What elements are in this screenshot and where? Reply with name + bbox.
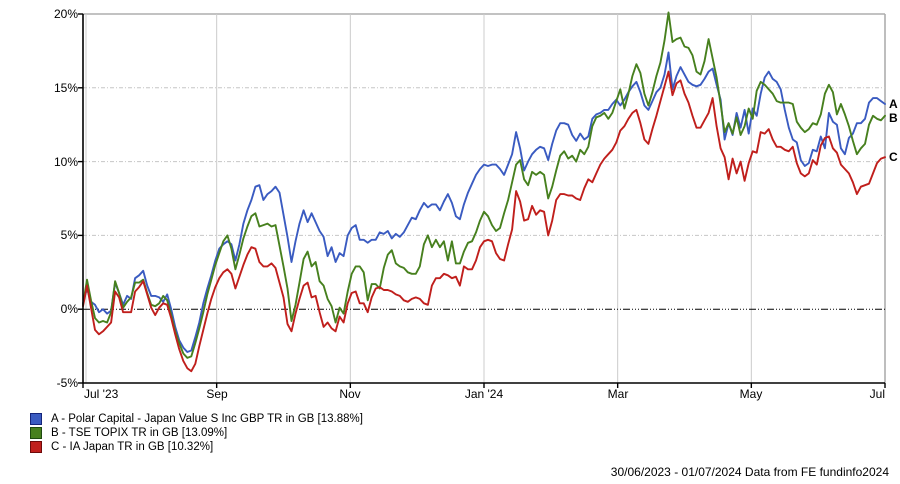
grid-layer xyxy=(83,14,885,383)
y-tick-label-15: 15% xyxy=(54,81,78,95)
series-b-label: B - TSE TOPIX TR in GB [13.09%] xyxy=(51,427,228,439)
series-layer xyxy=(82,11,886,373)
y-tick-label-5: 5% xyxy=(61,228,79,242)
series-B-line xyxy=(82,11,886,359)
legend: A - Polar Capital - Japan Value S Inc GB… xyxy=(30,412,363,454)
x-tick-label-sep: Sep xyxy=(206,387,228,401)
series-a-swatch xyxy=(30,413,42,425)
series-c-swatch xyxy=(30,441,42,453)
chart-footer-source: 30/06/2023 - 01/07/2024 Data from FE fun… xyxy=(610,465,889,479)
y-tick-label-10: 10% xyxy=(54,155,78,169)
y-tick-label-0: 0% xyxy=(61,302,79,316)
series-a-label: A - Polar Capital - Japan Value S Inc GB… xyxy=(51,413,363,425)
x-tick-label-jan24: Jan '24 xyxy=(465,387,504,401)
series-b-swatch xyxy=(30,427,42,439)
series-C-line xyxy=(82,70,886,373)
x-tick-label-jul: Jul xyxy=(870,387,885,401)
axis-tick-marks xyxy=(78,13,886,388)
legend-item-a: A - Polar Capital - Japan Value S Inc GB… xyxy=(30,412,363,426)
series-c-end-label: C xyxy=(889,150,898,164)
legend-item-c: C - IA Japan TR in GB [10.32%] xyxy=(30,440,363,454)
y-tick-label-20: 20% xyxy=(54,7,78,21)
x-tick-label-nov: Nov xyxy=(339,387,360,401)
series-b-end-label: B xyxy=(889,111,898,125)
series-c-label: C - IA Japan TR in GB [10.32%] xyxy=(51,441,214,453)
y-tick-label-neg5: -5% xyxy=(57,376,79,390)
x-tick-label-mar: Mar xyxy=(608,387,629,401)
x-tick-label-may: May xyxy=(740,387,763,401)
x-tick-label-jul23: Jul '23 xyxy=(84,387,119,401)
legend-item-b: B - TSE TOPIX TR in GB [13.09%] xyxy=(30,426,363,440)
series-a-end-label: A xyxy=(889,97,898,111)
